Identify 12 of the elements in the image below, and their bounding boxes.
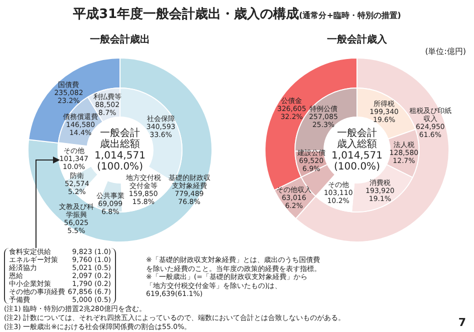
text: 7 [458, 316, 466, 329]
text: (単位:億円) [425, 46, 466, 57]
text: 1,014,571 [332, 150, 382, 161]
text: 1,014,571 [94, 150, 146, 161]
text: (100.0%) [97, 161, 143, 172]
text: (100.0%) [334, 161, 380, 172]
text: 一般会計歳出総額 [99, 128, 141, 150]
text: 一般会計歳入総額 [336, 128, 378, 150]
chart-title: 一般会計歳入 [327, 34, 388, 46]
chart-title: 一般会計歳出 [90, 34, 150, 46]
text: 平成31年度一般会計歳出・歳入の構成 [72, 7, 300, 22]
text: (通常分+臨時・特別の措置) [299, 11, 402, 20]
